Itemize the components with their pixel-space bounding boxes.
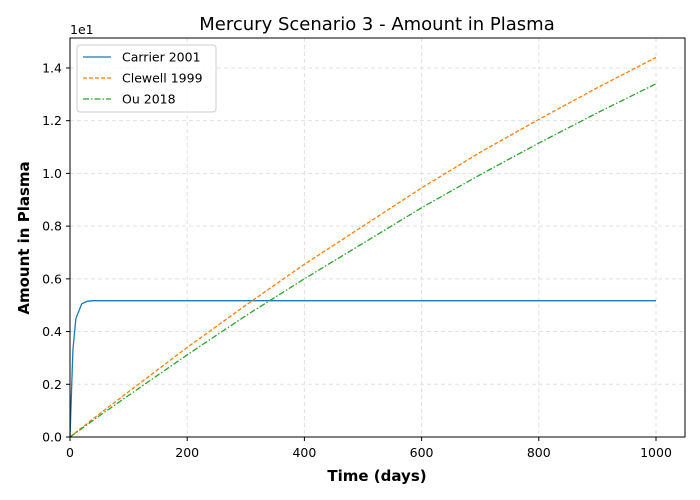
y-axis-ticks: 0.0 0.2 0.4 0.6 0.8 1.0 1.2 1.4 [42,60,70,445]
series-line [69,300,656,438]
plot-frame [69,37,686,438]
y-tick-label: 1.2 [42,113,62,128]
y-tick-label: 0.6 [42,271,62,286]
chart-title: Mercury Scenario 3 - Amount in Plasma [199,14,554,35]
plot-lines [69,56,657,438]
legend-box [76,44,217,113]
series-line [69,83,657,438]
x-tick-label: 1000 [640,445,672,460]
x-tick-label: 200 [175,445,199,460]
legend: Carrier 2001 Clewell 1999 Ou 2018 [76,44,217,113]
legend-label: Ou 2018 [122,92,176,107]
x-tick-label: 800 [527,445,551,460]
x-tick-label: 0 [66,445,74,460]
x-axis-label: Time (days) [327,467,426,485]
y-offset-label: 1e1 [70,22,94,37]
legend-label: Carrier 2001 [122,50,201,65]
legend-label: Clewell 1999 [122,71,203,86]
x-axis-ticks: 0 200 400 600 800 1000 [66,437,672,460]
y-tick-label: 0.8 [42,219,62,234]
y-tick-label: 1.4 [42,60,62,75]
x-tick-label: 400 [292,445,316,460]
y-axis-label: Amount in Plasma [15,161,33,314]
y-tick-label: 0.2 [42,377,62,392]
x-tick-label: 600 [410,445,434,460]
y-tick-label: 0.4 [42,324,62,339]
y-tick-label: 1.0 [42,166,62,181]
series-line [69,56,657,438]
y-tick-label: 0.0 [42,430,62,445]
